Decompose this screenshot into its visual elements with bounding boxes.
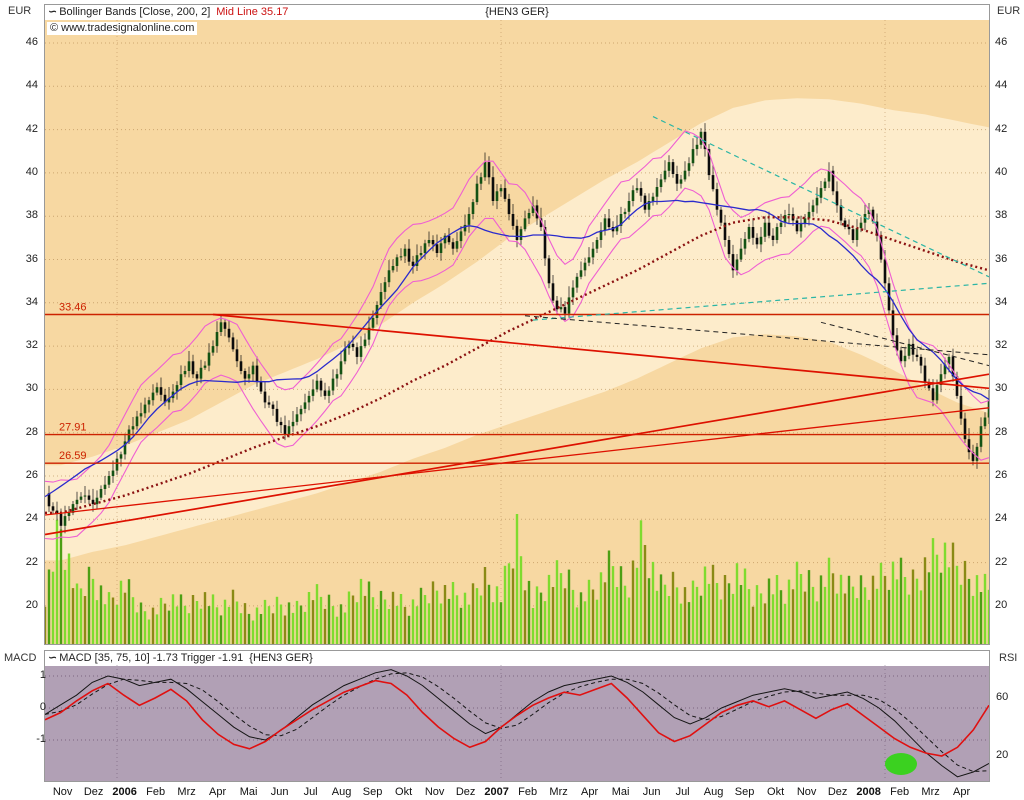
macd-panel: ∽ MACD [35, 75, 10] -1.73 Trigger -1.91 {H… (44, 650, 990, 782)
x-axis-month-label: Mrz (177, 786, 196, 798)
price-tick-right: 22 (995, 555, 1008, 568)
macd-legend-bar: ∽ MACD [35, 75, 10] -1.73 Trigger -1.91 {H… (45, 651, 989, 666)
price-tick-left: 38 (25, 209, 38, 222)
indicator-wave-icon: ∽ (48, 652, 58, 664)
x-axis-month-label: Apr (209, 786, 227, 798)
x-axis-month-label: Jun (270, 786, 289, 798)
x-axis-month-label: Okt (767, 786, 785, 798)
x-axis-month-label: Sep (734, 786, 755, 798)
price-tick-left: 22 (25, 555, 38, 568)
rsi-axis-label: RSI (999, 652, 1018, 664)
price-tick-right: 34 (995, 295, 1008, 308)
x-axis-month-label: Sep (362, 786, 383, 798)
macd-axis-label: MACD (4, 652, 37, 664)
x-axis-year-label: 2006 (112, 786, 137, 798)
price-tick-right: 44 (995, 79, 1008, 92)
macd-tick: 1 (39, 669, 46, 681)
x-axis-month-label: Apr (953, 786, 971, 798)
x-axis-month-label: Feb (146, 786, 166, 798)
price-tick-right: 28 (995, 425, 1008, 438)
x-axis-year-label: 2008 (856, 786, 881, 798)
price-tick-left: 20 (25, 598, 38, 611)
symbol-label: {HEN3 GER} (485, 6, 549, 18)
macd-chart-canvas[interactable] (45, 665, 989, 781)
price-tick-left: 28 (25, 425, 38, 438)
price-tick-left: 32 (25, 339, 38, 352)
macd-tick: -1 (36, 733, 46, 745)
price-tick-right: 36 (995, 252, 1008, 265)
x-axis-month-label: Dez (827, 786, 848, 798)
x-axis-month-label: Dez (83, 786, 104, 798)
x-axis-year-label: 2007 (484, 786, 509, 798)
x-axis-month-label: Nov (424, 786, 445, 798)
price-tick-left: 36 (25, 252, 38, 265)
price-tick-left: 26 (25, 469, 38, 481)
indicator-wave-icon: ∽ (48, 6, 58, 18)
x-axis-month-label: Mai (239, 786, 258, 798)
x-axis-month-label: Jul (303, 786, 318, 798)
price-tick-left: 30 (25, 382, 38, 395)
x-axis-month-label: Jul (675, 786, 690, 798)
price-tick-left: 42 (25, 122, 38, 135)
x-axis-month-label: Aug (331, 786, 352, 798)
svg-text:27.91: 27.91 (59, 422, 87, 434)
midline-value-label: Mid Line 35.17 (216, 6, 289, 18)
right-axis-unit-label: EUR (997, 5, 1021, 17)
copyright-label: © www.tradesignalonline.com (47, 22, 198, 35)
price-tick-left: 44 (25, 79, 38, 92)
x-axis-month-label: Nov (52, 786, 73, 798)
x-axis-month-label: Okt (395, 786, 413, 798)
price-tick-right: 20 (995, 598, 1008, 611)
price-tick-right: 26 (995, 469, 1008, 481)
price-tick-left: 34 (25, 295, 38, 308)
price-tick-right: 42 (995, 122, 1008, 135)
price-tick-right: 24 (995, 512, 1008, 525)
x-axis-month-label: Apr (581, 786, 599, 798)
price-tick-right: 40 (995, 165, 1008, 178)
x-axis-month-label: Jun (642, 786, 661, 798)
price-panel: ∽ Bollinger Bands [Close, 200, 2] Mid Line… (44, 4, 990, 645)
price-tick-left: 46 (25, 36, 38, 48)
price-tick-right: 30 (995, 382, 1008, 395)
price-tick-left: 40 (25, 165, 38, 178)
x-axis-month-label: Feb (890, 786, 910, 798)
rsi-tick: 20 (996, 749, 1009, 761)
x-axis-month-label: Mrz (921, 786, 940, 798)
price-legend-bar: ∽ Bollinger Bands [Close, 200, 2] Mid Line… (45, 5, 989, 20)
x-axis-month-label: Nov (796, 786, 817, 798)
price-tick-left: 24 (25, 512, 38, 525)
price-tick-right: 32 (995, 339, 1008, 352)
rsi-tick: 60 (996, 691, 1009, 703)
macd-tick: 0 (39, 701, 46, 713)
x-axis-month-label: Aug (703, 786, 724, 798)
macd-symbol-label: {HEN3 GER} (249, 652, 313, 664)
macd-indicator-label[interactable]: MACD [35, 75, 10] -1.73 Trigger -1.91 (59, 652, 244, 664)
left-axis-unit-label: EUR (8, 5, 32, 17)
price-tick-right: 38 (995, 209, 1008, 222)
price-indicator-label[interactable]: Bollinger Bands [Close, 200, 2] (59, 6, 211, 18)
x-axis-month-label: Feb (518, 786, 538, 798)
x-axis-month-label: Mai (611, 786, 630, 798)
svg-text:26.59: 26.59 (59, 450, 87, 462)
x-axis-month-label: Dez (455, 786, 476, 798)
svg-text:33.46: 33.46 (59, 302, 87, 314)
price-tick-right: 46 (995, 36, 1008, 48)
price-chart-canvas[interactable]: 33.46 27.91 26.59 (45, 20, 989, 644)
x-axis-month-label: Mrz (549, 786, 568, 798)
